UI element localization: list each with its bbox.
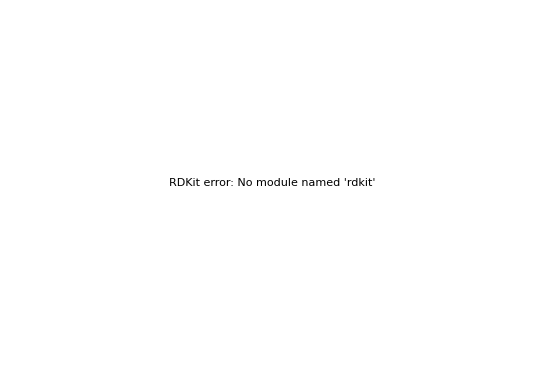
- Text: RDKit error: No module named 'rdkit': RDKit error: No module named 'rdkit': [169, 177, 375, 188]
